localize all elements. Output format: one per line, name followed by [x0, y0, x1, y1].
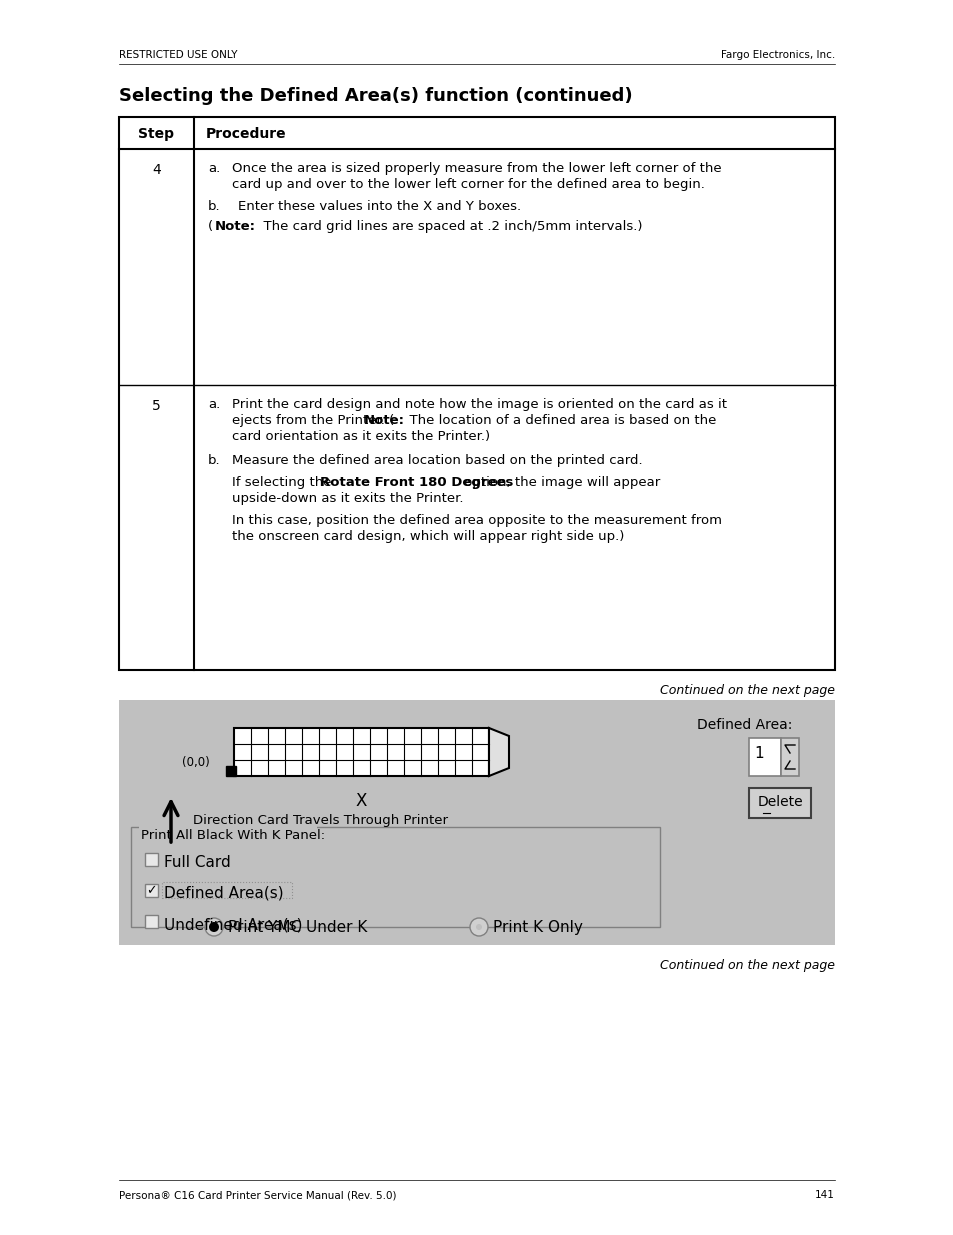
Bar: [145, 883, 158, 897]
Text: Continued on the next page: Continued on the next page: [659, 960, 834, 972]
Text: Measure the defined area location based on the printed card.: Measure the defined area location based …: [232, 454, 642, 467]
Text: (0,0): (0,0): [182, 756, 210, 769]
Text: Note:: Note:: [364, 414, 405, 427]
Circle shape: [205, 918, 223, 936]
Text: Print YMC Under K: Print YMC Under K: [228, 920, 367, 935]
Bar: [119, 117, 834, 671]
Text: 141: 141: [814, 1191, 834, 1200]
Text: RESTRICTED USE ONLY: RESTRICTED USE ONLY: [119, 49, 237, 61]
Circle shape: [209, 923, 219, 932]
Text: ✓: ✓: [146, 884, 156, 897]
Text: The location of a defined area is based on the: The location of a defined area is based …: [400, 414, 716, 427]
Text: 5: 5: [152, 399, 161, 412]
Text: Undefined Area(s): Undefined Area(s): [164, 918, 302, 932]
Text: a.: a.: [208, 162, 220, 175]
Text: Selecting the Defined Area(s) function (continued): Selecting the Defined Area(s) function (…: [119, 86, 632, 105]
Text: 1: 1: [753, 746, 762, 761]
Text: Direction Card Travels Through Printer: Direction Card Travels Through Printer: [193, 814, 448, 827]
Bar: [131, 827, 659, 927]
Bar: [748, 788, 810, 818]
Text: (: (: [208, 220, 213, 233]
Text: Step: Step: [138, 127, 174, 141]
Text: ejects from the Printer. (: ejects from the Printer. (: [232, 414, 394, 427]
Text: X: X: [355, 792, 367, 810]
Text: Full Card: Full Card: [164, 855, 231, 869]
Text: b.: b.: [208, 200, 220, 212]
Text: Print the card design and note how the image is oriented on the card as it: Print the card design and note how the i…: [232, 398, 726, 411]
Text: card orientation as it exits the Printer.): card orientation as it exits the Printer…: [232, 430, 490, 443]
Bar: [145, 914, 158, 927]
Text: Enter these values into the X and Y boxes.: Enter these values into the X and Y boxe…: [237, 200, 520, 212]
Text: 4: 4: [152, 163, 161, 177]
Bar: [748, 739, 781, 776]
Text: Continued on the next page: Continued on the next page: [659, 684, 834, 697]
Text: Procedure: Procedure: [206, 127, 286, 141]
Text: a.: a.: [208, 398, 220, 411]
Circle shape: [470, 918, 488, 936]
Text: Rotate Front 180 Degrees: Rotate Front 180 Degrees: [319, 475, 513, 489]
Bar: [781, 739, 799, 776]
Text: Note:: Note:: [214, 220, 255, 233]
Bar: [139, 823, 316, 835]
Text: Print K Only: Print K Only: [493, 920, 582, 935]
Text: card up and over to the lower left corner for the defined area to begin.: card up and over to the lower left corne…: [232, 178, 704, 191]
Bar: [226, 766, 235, 776]
Text: Fargo Electronics, Inc.: Fargo Electronics, Inc.: [720, 49, 834, 61]
Text: In this case, position the defined area opposite to the measurement from: In this case, position the defined area …: [232, 514, 721, 527]
Text: Once the area is sized properly measure from the lower left corner of the: Once the area is sized properly measure …: [232, 162, 720, 175]
Bar: [145, 852, 158, 866]
Circle shape: [476, 924, 481, 930]
Text: Print All Black With K Panel:: Print All Black With K Panel:: [141, 829, 325, 842]
Polygon shape: [489, 727, 509, 776]
Text: Delete: Delete: [757, 795, 802, 809]
Bar: [119, 700, 834, 945]
Bar: [162, 882, 292, 898]
Text: upside-down as it exits the Printer.: upside-down as it exits the Printer.: [232, 492, 463, 505]
Text: Defined Area(s): Defined Area(s): [164, 885, 283, 902]
Text: the onscreen card design, which will appear right side up.): the onscreen card design, which will app…: [232, 530, 623, 543]
Text: The card grid lines are spaced at .2 inch/5mm intervals.): The card grid lines are spaced at .2 inc…: [254, 220, 641, 233]
Text: option, the image will appear: option, the image will appear: [459, 475, 659, 489]
Text: Persona® C16 Card Printer Service Manual (Rev. 5.0): Persona® C16 Card Printer Service Manual…: [119, 1191, 396, 1200]
Text: b.: b.: [208, 454, 220, 467]
Bar: [233, 727, 489, 776]
Text: Defined Area:: Defined Area:: [697, 718, 792, 732]
Text: If selecting the: If selecting the: [232, 475, 335, 489]
